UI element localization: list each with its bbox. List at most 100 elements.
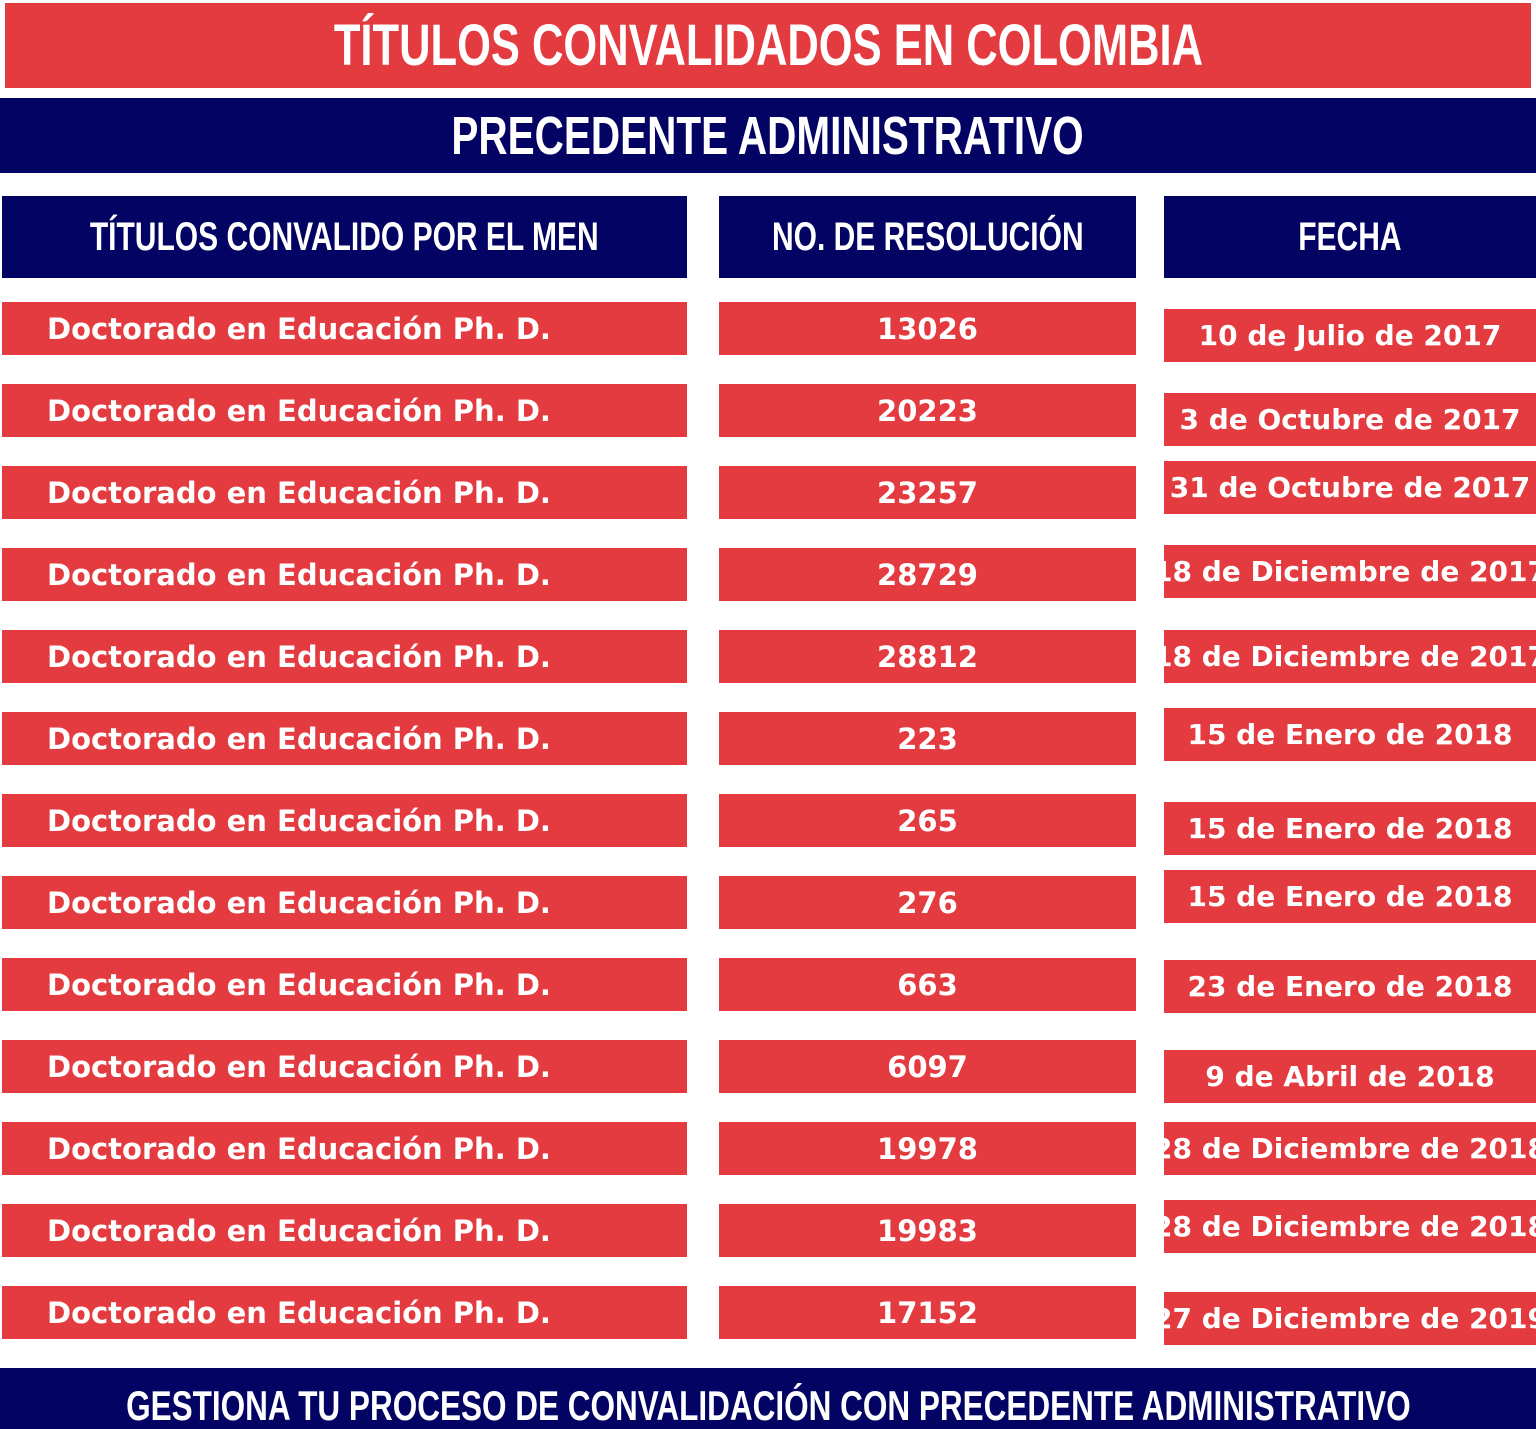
titulo-text: Doctorado en Educación Ph. D.: [47, 1213, 551, 1248]
resolucion-text: 265: [897, 803, 958, 838]
table-row: Doctorado en Educación Ph. D. 20223 3 de…: [2, 384, 1536, 446]
resolucion-text: 663: [897, 967, 958, 1002]
resolucion-text: 19983: [877, 1213, 978, 1248]
fecha-text: 28 de Diciembre de 2018: [1153, 1210, 1536, 1243]
cell-resolucion: 23257: [719, 466, 1136, 519]
header-fecha: FECHA: [1164, 196, 1536, 278]
table-row: Doctorado en Educación Ph. D. 663 23 de …: [2, 958, 1536, 1013]
page-subtitle: PRECEDENTE ADMINISTRATIVO: [451, 105, 1085, 166]
title-band: TÍTULOS CONVALIDADOS EN COLOMBIA: [5, 3, 1531, 88]
header-titulo-label: TÍTULOS CONVALIDO POR EL MEN: [90, 214, 599, 259]
cell-resolucion: 19978: [719, 1122, 1136, 1175]
titulo-text: Doctorado en Educación Ph. D.: [47, 311, 551, 346]
cell-resolucion: 663: [719, 958, 1136, 1011]
cell-fecha: 10 de Julio de 2017: [1164, 309, 1536, 362]
cell-titulo: Doctorado en Educación Ph. D.: [2, 1286, 687, 1339]
table-row: Doctorado en Educación Ph. D. 23257 31 d…: [2, 461, 1536, 519]
cell-titulo: Doctorado en Educación Ph. D.: [2, 958, 687, 1011]
cell-titulo: Doctorado en Educación Ph. D.: [2, 384, 687, 437]
header-fecha-label: FECHA: [1298, 214, 1402, 259]
table-row: Doctorado en Educación Ph. D. 17152 27 d…: [2, 1286, 1536, 1345]
cell-fecha: 3 de Octubre de 2017: [1164, 393, 1536, 446]
subtitle-band: PRECEDENTE ADMINISTRATIVO: [0, 98, 1536, 173]
cell-titulo: Doctorado en Educación Ph. D.: [2, 712, 687, 765]
cell-titulo: Doctorado en Educación Ph. D.: [2, 548, 687, 601]
cell-resolucion: 13026: [719, 302, 1136, 355]
table-body: Doctorado en Educación Ph. D. 13026 10 d…: [0, 302, 1536, 1345]
cell-titulo: Doctorado en Educación Ph. D.: [2, 630, 687, 683]
titulo-text: Doctorado en Educación Ph. D.: [47, 967, 551, 1002]
fecha-text: 31 de Octubre de 2017: [1169, 471, 1531, 504]
cell-fecha: 23 de Enero de 2018: [1164, 960, 1536, 1013]
cell-resolucion: 17152: [719, 1286, 1136, 1339]
titulo-text: Doctorado en Educación Ph. D.: [47, 1295, 551, 1330]
fecha-text: 15 de Enero de 2018: [1187, 880, 1513, 913]
resolucion-text: 6097: [887, 1049, 968, 1084]
fecha-text: 23 de Enero de 2018: [1187, 970, 1513, 1003]
resolucion-text: 276: [897, 885, 958, 920]
table-header-row: TÍTULOS CONVALIDO POR EL MEN NO. DE RESO…: [2, 196, 1536, 278]
fecha-text: 27 de Diciembre de 2019: [1153, 1302, 1536, 1335]
table-row: Doctorado en Educación Ph. D. 6097 9 de …: [2, 1040, 1536, 1103]
cell-fecha: 31 de Octubre de 2017: [1164, 461, 1536, 514]
cell-resolucion: 28729: [719, 548, 1136, 601]
table-row: Doctorado en Educación Ph. D. 276 15 de …: [2, 870, 1536, 929]
cell-titulo: Doctorado en Educación Ph. D.: [2, 794, 687, 847]
table-row: Doctorado en Educación Ph. D. 19983 28 d…: [2, 1200, 1536, 1257]
titulo-text: Doctorado en Educación Ph. D.: [47, 639, 551, 674]
cell-resolucion: 19983: [719, 1204, 1136, 1257]
cell-fecha: 18 de Diciembre de 2017: [1153, 630, 1536, 683]
header-resolucion: NO. DE RESOLUCIÓN: [719, 196, 1136, 278]
titulo-text: Doctorado en Educación Ph. D.: [47, 393, 551, 428]
cell-fecha: 15 de Enero de 2018: [1164, 708, 1536, 761]
titulo-text: Doctorado en Educación Ph. D.: [47, 557, 551, 592]
cell-fecha: 28 de Diciembre de 2018: [1153, 1200, 1536, 1253]
fecha-text: 18 de Diciembre de 2017: [1153, 555, 1536, 588]
table-row: Doctorado en Educación Ph. D. 28812 18 d…: [2, 630, 1536, 683]
cell-titulo: Doctorado en Educación Ph. D.: [2, 466, 687, 519]
titulo-text: Doctorado en Educación Ph. D.: [47, 475, 551, 510]
cell-resolucion: 223: [719, 712, 1136, 765]
header-titulo: TÍTULOS CONVALIDO POR EL MEN: [2, 196, 687, 278]
cell-fecha: 15 de Enero de 2018: [1164, 802, 1536, 855]
footer-brand-link[interactable]: PRECEDENTE ADMINISTRATIVO: [918, 1382, 1411, 1429]
resolucion-text: 13026: [877, 311, 978, 346]
titulo-text: Doctorado en Educación Ph. D.: [47, 721, 551, 756]
cell-resolucion: 20223: [719, 384, 1136, 437]
footer-prefix: GESTIONA TU PROCESO DE CONVALIDACIÓN CON: [125, 1382, 919, 1429]
fecha-text: 15 de Enero de 2018: [1187, 812, 1513, 845]
resolucion-text: 19978: [877, 1131, 978, 1166]
titulo-text: Doctorado en Educación Ph. D.: [47, 1049, 551, 1084]
cell-fecha: 15 de Enero de 2018: [1164, 870, 1536, 923]
fecha-text: 28 de Diciembre de 2018: [1153, 1132, 1536, 1165]
convalidations-table: TÍTULOS CONVALIDO POR EL MEN NO. DE RESO…: [0, 196, 1536, 1345]
footer-text: GESTIONA TU PROCESO DE CONVALIDACIÓN CON…: [126, 1382, 1411, 1429]
cell-titulo: Doctorado en Educación Ph. D.: [2, 1204, 687, 1257]
cell-fecha: 27 de Diciembre de 2019: [1153, 1292, 1536, 1345]
cell-titulo: Doctorado en Educación Ph. D.: [2, 1122, 687, 1175]
table-row: Doctorado en Educación Ph. D. 223 15 de …: [2, 708, 1536, 765]
fecha-text: 10 de Julio de 2017: [1198, 319, 1502, 352]
resolucion-text: 223: [897, 721, 958, 756]
cell-titulo: Doctorado en Educación Ph. D.: [2, 876, 687, 929]
titulo-text: Doctorado en Educación Ph. D.: [47, 885, 551, 920]
cell-titulo: Doctorado en Educación Ph. D.: [2, 1040, 687, 1093]
cell-resolucion: 6097: [719, 1040, 1136, 1093]
header-resolucion-label: NO. DE RESOLUCIÓN: [771, 214, 1084, 259]
cell-fecha: 18 de Diciembre de 2017: [1153, 545, 1536, 598]
fecha-text: 18 de Diciembre de 2017: [1153, 640, 1536, 673]
resolucion-text: 28812: [877, 639, 978, 674]
fecha-text: 9 de Abril de 2018: [1205, 1060, 1495, 1093]
table-row: Doctorado en Educación Ph. D. 265 15 de …: [2, 794, 1536, 855]
table-row: Doctorado en Educación Ph. D. 13026 10 d…: [2, 302, 1536, 362]
cell-resolucion: 276: [719, 876, 1136, 929]
table-row: Doctorado en Educación Ph. D. 28729 18 d…: [2, 545, 1536, 601]
fecha-text: 3 de Octubre de 2017: [1179, 403, 1521, 436]
cell-titulo: Doctorado en Educación Ph. D.: [2, 302, 687, 355]
cell-resolucion: 28812: [719, 630, 1136, 683]
titulo-text: Doctorado en Educación Ph. D.: [47, 803, 551, 838]
cell-resolucion: 265: [719, 794, 1136, 847]
table-row: Doctorado en Educación Ph. D. 19978 28 d…: [2, 1122, 1536, 1175]
cell-fecha: 28 de Diciembre de 2018: [1153, 1122, 1536, 1175]
